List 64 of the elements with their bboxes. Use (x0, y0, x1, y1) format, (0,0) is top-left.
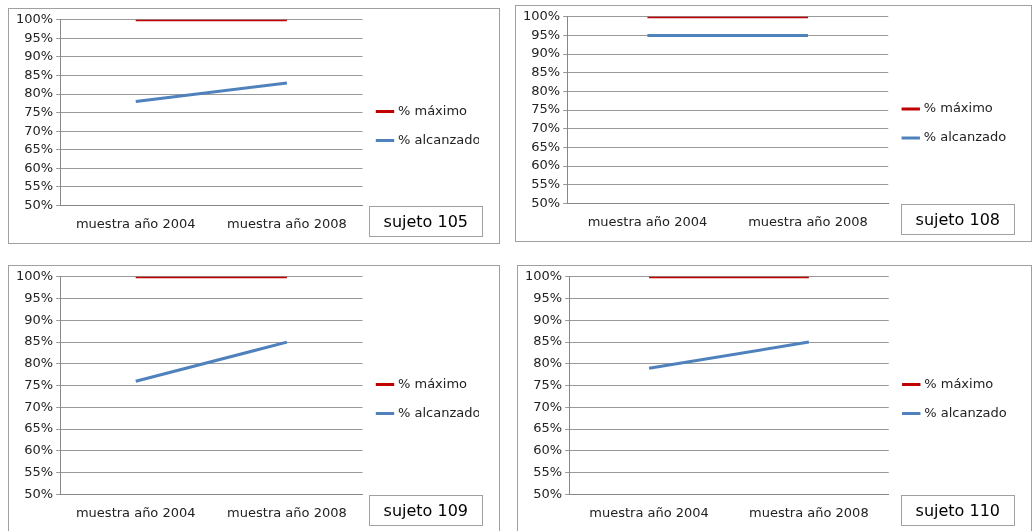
y-tick-label: 95% (24, 289, 54, 305)
y-tick-label: 90% (531, 45, 561, 61)
x-tick-label: muestra año 2008 (227, 215, 347, 231)
legend-label: % alcanzado (398, 404, 481, 420)
y-tick-label: 70% (24, 398, 54, 414)
y-tick-label: 75% (533, 376, 563, 392)
y-tick-label: 65% (24, 141, 54, 157)
text: sujeto 109 (368, 495, 483, 526)
y-tick-label: 60% (531, 157, 561, 173)
text: sujeto 108 (900, 204, 1015, 235)
y-tick-label: 85% (531, 64, 561, 80)
y-tick-label: 80% (24, 355, 54, 371)
y-tick-label: 60% (533, 442, 563, 458)
legend-label: % alcanzado (924, 404, 1007, 420)
y-tick-label: 85% (24, 66, 54, 82)
y-tick-label: 60% (24, 159, 54, 175)
y-tick-label: 55% (533, 464, 563, 480)
y-tick-label: 50% (533, 485, 563, 501)
y-tick-label: 90% (533, 311, 563, 327)
y-tick-label: 65% (533, 420, 563, 436)
y-tick-label: 85% (24, 333, 54, 349)
y-tick-label: 95% (531, 26, 561, 42)
x-tick-label: muestra año 2008 (748, 213, 868, 229)
y-tick-label: 65% (24, 420, 54, 436)
text: sujeto 105 (368, 206, 483, 237)
y-tick-label: 55% (24, 464, 54, 480)
x-tick-label: muestra año 2008 (227, 504, 347, 520)
y-tick-label: 75% (24, 376, 54, 392)
legend-label: % máximo (924, 375, 994, 391)
y-tick-label: 80% (533, 355, 563, 371)
y-tick-label: 100% (15, 268, 54, 284)
y-tick-label: 70% (531, 120, 561, 136)
legend-label: % máximo (398, 102, 468, 118)
y-tick-label: 90% (24, 311, 54, 327)
y-tick-label: 60% (24, 442, 54, 458)
y-tick-label: 75% (24, 103, 54, 119)
y-tick-label: 90% (24, 48, 54, 64)
legend-label: % alcanzado (923, 129, 1007, 145)
y-tick-label: 70% (24, 122, 54, 138)
y-tick-label: 50% (531, 194, 561, 210)
y-tick-label: 95% (533, 289, 563, 305)
y-tick-label: 95% (24, 29, 54, 45)
x-tick-label: muestra año 2004 (587, 213, 708, 229)
legend-label: % máximo (398, 375, 468, 391)
y-tick-label: 100% (15, 11, 54, 27)
y-tick-label: 75% (531, 101, 561, 117)
y-tick-label: 100% (524, 268, 563, 284)
y-tick-label: 80% (531, 82, 561, 98)
y-tick-label: 50% (24, 196, 54, 212)
y-tick-label: 50% (24, 485, 54, 501)
x-tick-label: muestra año 2008 (749, 504, 869, 520)
y-tick-label: 100% (522, 8, 561, 24)
y-tick-label: 80% (24, 85, 54, 101)
x-tick-label: muestra año 2004 (75, 504, 196, 520)
text: sujeto 110 (900, 495, 1015, 526)
y-tick-label: 55% (24, 178, 54, 194)
x-tick-label: muestra año 2004 (589, 504, 709, 520)
y-tick-label: 85% (533, 333, 563, 349)
legend-label: % máximo (923, 100, 993, 116)
x-tick-label: muestra año 2004 (75, 215, 196, 231)
y-tick-label: 55% (531, 176, 561, 192)
y-tick-label: 65% (531, 138, 561, 154)
legend-label: % alcanzado (398, 131, 481, 147)
y-tick-label: 70% (533, 398, 563, 414)
